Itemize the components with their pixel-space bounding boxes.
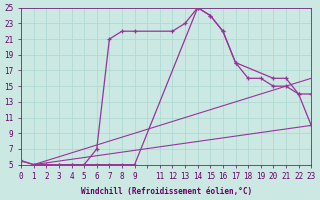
X-axis label: Windchill (Refroidissement éolien,°C): Windchill (Refroidissement éolien,°C)	[81, 187, 252, 196]
